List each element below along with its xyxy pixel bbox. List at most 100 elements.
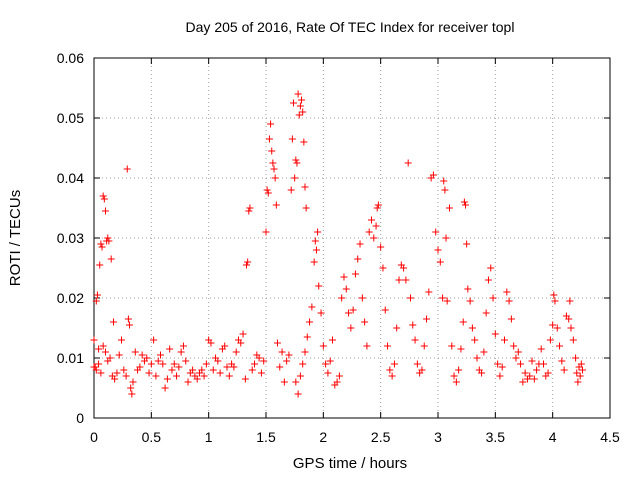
- data-point: [105, 237, 113, 245]
- data-point: [299, 108, 307, 116]
- data-point: [95, 360, 103, 368]
- data-point: [241, 375, 249, 383]
- data-point: [95, 345, 103, 353]
- data-point: [464, 285, 472, 293]
- data-point: [306, 318, 314, 326]
- data-point: [440, 177, 448, 185]
- data-point: [310, 258, 318, 266]
- data-point: [265, 135, 273, 143]
- data-point: [345, 309, 353, 317]
- data-point: [285, 351, 293, 359]
- data-point: [113, 369, 121, 377]
- data-point: [106, 354, 114, 362]
- data-point: [96, 261, 104, 269]
- data-point: [245, 207, 253, 215]
- data-point: [503, 288, 511, 296]
- data-point: [326, 357, 334, 365]
- data-point: [445, 204, 453, 212]
- data-point: [365, 228, 373, 236]
- data-point: [173, 372, 181, 380]
- data-point: [395, 276, 403, 284]
- data-point: [97, 369, 105, 377]
- data-point: [290, 99, 298, 107]
- data-point: [92, 297, 100, 305]
- data-point: [551, 297, 559, 305]
- data-point: [452, 378, 460, 386]
- data-point: [268, 147, 276, 155]
- data-point: [120, 366, 128, 374]
- data-point: [342, 285, 350, 293]
- data-point: [175, 363, 183, 371]
- data-point: [280, 378, 288, 386]
- data-point: [370, 234, 378, 242]
- data-point: [505, 297, 513, 305]
- data-point: [489, 294, 497, 302]
- data-point: [99, 342, 107, 350]
- data-point: [526, 372, 534, 380]
- data-point: [312, 246, 320, 254]
- data-point: [294, 390, 302, 398]
- data-point: [152, 372, 160, 380]
- data-point: [109, 318, 117, 326]
- data-point: [404, 159, 412, 167]
- data-point: [553, 324, 561, 332]
- data-point: [347, 324, 355, 332]
- data-point: [230, 363, 238, 371]
- data-point: [225, 372, 233, 380]
- data-point: [558, 357, 566, 365]
- data-point: [335, 372, 343, 380]
- data-point: [161, 384, 169, 392]
- data-point: [354, 255, 362, 263]
- data-point: [471, 336, 479, 344]
- data-point: [373, 204, 381, 212]
- data-point: [287, 186, 295, 194]
- data-point: [293, 159, 301, 167]
- data-point: [569, 336, 577, 344]
- data-point: [104, 234, 112, 242]
- y-tick-label: 0.01: [57, 350, 84, 366]
- data-point: [145, 369, 153, 377]
- data-point: [166, 345, 174, 353]
- data-point: [468, 324, 476, 332]
- data-point: [577, 360, 585, 368]
- data-point: [576, 372, 584, 380]
- data-point: [482, 309, 490, 317]
- y-tick-label: 0.04: [57, 170, 84, 186]
- data-point: [556, 342, 564, 350]
- data-point: [131, 348, 139, 356]
- data-point: [302, 204, 310, 212]
- data-point: [381, 306, 389, 314]
- data-point: [163, 375, 171, 383]
- data-point: [99, 192, 107, 200]
- data-point: [517, 360, 525, 368]
- x-tick-label: 0.5: [142, 429, 162, 445]
- data-point: [101, 348, 109, 356]
- data-point: [460, 198, 468, 206]
- data-point: [98, 243, 106, 251]
- data-point: [239, 330, 247, 338]
- data-point: [363, 342, 371, 350]
- data-point: [432, 228, 440, 236]
- data-point: [154, 357, 162, 365]
- data-point: [484, 276, 492, 284]
- data-point: [264, 189, 272, 197]
- data-point: [372, 222, 380, 230]
- data-point: [262, 228, 270, 236]
- data-point: [434, 246, 442, 254]
- data-points: [90, 90, 586, 398]
- data-point: [138, 351, 146, 359]
- data-point: [221, 342, 229, 350]
- x-axis: 0 0.5 1 1.5 2 2.5 3 3.5 4 4.5: [90, 58, 620, 445]
- data-point: [367, 216, 375, 224]
- data-point: [361, 318, 369, 326]
- y-tick-label: 0.02: [57, 290, 84, 306]
- data-point: [273, 339, 281, 347]
- data-point: [510, 342, 518, 350]
- data-point: [393, 324, 401, 332]
- data-point: [128, 390, 136, 398]
- data-point: [124, 315, 132, 323]
- data-point: [491, 330, 499, 338]
- data-point: [100, 195, 108, 203]
- data-point: [260, 357, 268, 365]
